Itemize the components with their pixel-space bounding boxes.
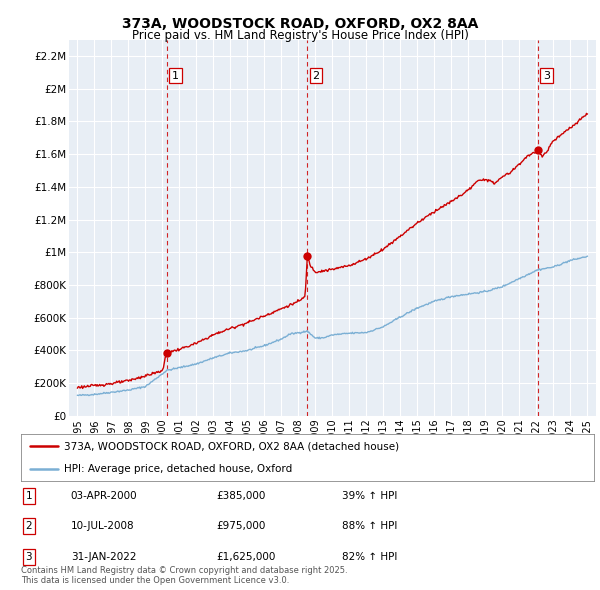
Text: 03-APR-2000: 03-APR-2000 [71,491,137,500]
Text: 10-JUL-2008: 10-JUL-2008 [71,522,134,531]
Text: 2: 2 [25,522,32,531]
Text: 3: 3 [25,552,32,562]
Text: HPI: Average price, detached house, Oxford: HPI: Average price, detached house, Oxfo… [64,464,292,474]
Text: 1: 1 [25,491,32,500]
Text: 88% ↑ HPI: 88% ↑ HPI [342,522,397,531]
Text: 373A, WOODSTOCK ROAD, OXFORD, OX2 8AA (detached house): 373A, WOODSTOCK ROAD, OXFORD, OX2 8AA (d… [64,441,399,451]
Text: £1,625,000: £1,625,000 [216,552,275,562]
Text: 373A, WOODSTOCK ROAD, OXFORD, OX2 8AA: 373A, WOODSTOCK ROAD, OXFORD, OX2 8AA [122,17,478,31]
Text: £385,000: £385,000 [216,491,265,500]
Text: Contains HM Land Registry data © Crown copyright and database right 2025.
This d: Contains HM Land Registry data © Crown c… [21,566,347,585]
Text: £975,000: £975,000 [216,522,265,531]
Text: 31-JAN-2022: 31-JAN-2022 [71,552,136,562]
Text: 39% ↑ HPI: 39% ↑ HPI [342,491,397,500]
Text: 2: 2 [313,71,319,81]
Text: 1: 1 [172,71,179,81]
Text: 82% ↑ HPI: 82% ↑ HPI [342,552,397,562]
Text: Price paid vs. HM Land Registry's House Price Index (HPI): Price paid vs. HM Land Registry's House … [131,30,469,42]
Text: 3: 3 [543,71,550,81]
